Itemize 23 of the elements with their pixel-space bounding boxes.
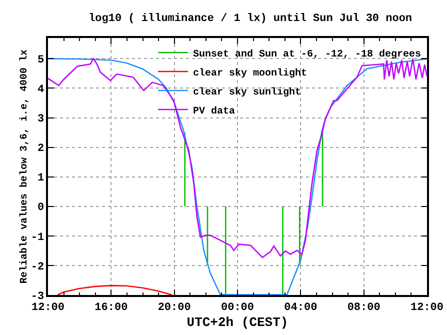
x-tick-label: 04:00 (284, 302, 318, 314)
y-tick-label: -1 (30, 232, 44, 244)
y-tick-label: 0 (37, 202, 44, 214)
chart-title: log10 ( illuminance / 1 lx) until Sun Jul 30 noon (88, 13, 412, 26)
x-axis-title: UTC+2h (CEST) (186, 315, 288, 330)
y-tick-label: -2 (30, 261, 44, 274)
x-tick-label: 12:00 (410, 302, 444, 314)
x-tick-label: 16:00 (94, 302, 128, 314)
y-tick-label: 4 (37, 84, 44, 96)
y-tick-label: 1 (37, 172, 44, 185)
legend-label: PV data (193, 105, 236, 118)
legend-label: clear sky moonlight (193, 67, 308, 80)
x-tick-label: 08:00 (347, 302, 380, 314)
y-tick-label: 5 (37, 54, 44, 67)
x-tick-label: 00:00 (220, 302, 254, 314)
y-axis-title: Reliable values below 3,6, i.e, 4000 lx (18, 49, 30, 284)
y-tick-label: 2 (37, 143, 44, 156)
legend-label: Sunset and Sun at -6, -12, -18 degrees (193, 48, 422, 60)
y-tick-label: -3 (30, 290, 44, 303)
legend-label: clear sky sunlight (193, 86, 302, 98)
y-tick-label: 3 (37, 114, 44, 126)
x-tick-label: 12:00 (31, 302, 65, 314)
x-tick-label: 20:00 (158, 302, 191, 314)
